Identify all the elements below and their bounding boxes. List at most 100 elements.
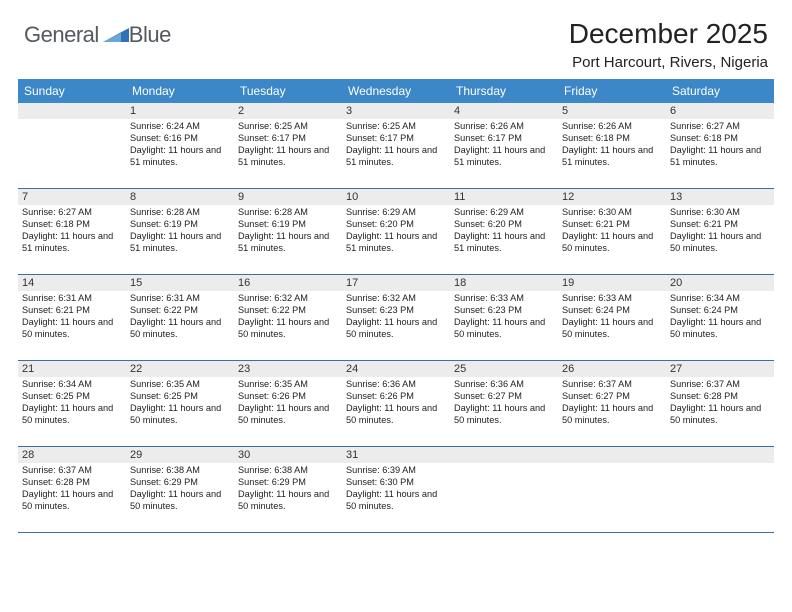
daylight-line: Daylight: 11 hours and 50 minutes. bbox=[562, 231, 662, 255]
day-number: 7 bbox=[18, 189, 126, 205]
day-details: Sunrise: 6:35 AMSunset: 6:26 PMDaylight:… bbox=[234, 377, 342, 431]
sunrise-line: Sunrise: 6:31 AM bbox=[130, 293, 230, 305]
day-number: 21 bbox=[18, 361, 126, 377]
calendar-cell-empty bbox=[450, 447, 558, 533]
day-details: Sunrise: 6:27 AMSunset: 6:18 PMDaylight:… bbox=[18, 205, 126, 259]
day-details: Sunrise: 6:26 AMSunset: 6:18 PMDaylight:… bbox=[558, 119, 666, 173]
sunrise-line: Sunrise: 6:25 AM bbox=[238, 121, 338, 133]
day-details: Sunrise: 6:33 AMSunset: 6:23 PMDaylight:… bbox=[450, 291, 558, 345]
day-details: Sunrise: 6:28 AMSunset: 6:19 PMDaylight:… bbox=[126, 205, 234, 259]
sunset-line: Sunset: 6:26 PM bbox=[238, 391, 338, 403]
daylight-line: Daylight: 11 hours and 50 minutes. bbox=[130, 317, 230, 341]
day-number: 18 bbox=[450, 275, 558, 291]
calendar-grid: SundayMondayTuesdayWednesdayThursdayFrid… bbox=[0, 79, 792, 533]
daylight-line: Daylight: 11 hours and 50 minutes. bbox=[454, 403, 554, 427]
location-text: Port Harcourt, Rivers, Nigeria bbox=[569, 54, 768, 71]
calendar-cell: 28 Sunrise: 6:37 AMSunset: 6:28 PMDayligh… bbox=[18, 447, 126, 533]
day-details: Sunrise: 6:38 AMSunset: 6:29 PMDaylight:… bbox=[234, 463, 342, 517]
header: General Blue December 2025 Port Harcourt… bbox=[0, 0, 792, 79]
day-details: Sunrise: 6:37 AMSunset: 6:28 PMDaylight:… bbox=[666, 377, 774, 431]
calendar-cell: 8Sunrise: 6:28 AMSunset: 6:19 PMDaylight… bbox=[126, 189, 234, 275]
day-number: 26 bbox=[558, 361, 666, 377]
sunset-line: Sunset: 6:28 PM bbox=[22, 477, 122, 489]
calendar-cell: 10Sunrise: 6:29 AMSunset: 6:20 PMDayligh… bbox=[342, 189, 450, 275]
day-number: 24 bbox=[342, 361, 450, 377]
calendar-cell: 7Sunrise: 6:27 AMSunset: 6:18 PMDaylight… bbox=[18, 189, 126, 275]
sunset-line: Sunset: 6:30 PM bbox=[346, 477, 446, 489]
daylight-line: Daylight: 11 hours and 51 minutes. bbox=[454, 145, 554, 169]
sunset-line: Sunset: 6:29 PM bbox=[238, 477, 338, 489]
daylight-line: Daylight: 11 hours and 51 minutes. bbox=[454, 231, 554, 255]
sunrise-line: Sunrise: 6:30 AM bbox=[670, 207, 770, 219]
sunset-line: Sunset: 6:22 PM bbox=[130, 305, 230, 317]
sunset-line: Sunset: 6:24 PM bbox=[562, 305, 662, 317]
day-details: Sunrise: 6:29 AMSunset: 6:20 PMDaylight:… bbox=[342, 205, 450, 259]
sunset-line: Sunset: 6:18 PM bbox=[22, 219, 122, 231]
calendar-cell: 24Sunrise: 6:36 AMSunset: 6:26 PMDayligh… bbox=[342, 361, 450, 447]
sunset-line: Sunset: 6:23 PM bbox=[346, 305, 446, 317]
day-number: 20 bbox=[666, 275, 774, 291]
daylight-line: Daylight: 11 hours and 50 minutes. bbox=[346, 489, 446, 513]
title-area: December 2025 Port Harcourt, Rivers, Nig… bbox=[569, 18, 768, 71]
calendar-cell: 17Sunrise: 6:32 AMSunset: 6:23 PMDayligh… bbox=[342, 275, 450, 361]
calendar-cell: 14Sunrise: 6:31 AMSunset: 6:21 PMDayligh… bbox=[18, 275, 126, 361]
day-number: 6 bbox=[666, 103, 774, 119]
day-number: 9 bbox=[234, 189, 342, 205]
calendar-cell: 4Sunrise: 6:26 AMSunset: 6:17 PMDaylight… bbox=[450, 103, 558, 189]
sunrise-line: Sunrise: 6:29 AM bbox=[454, 207, 554, 219]
sunrise-line: Sunrise: 6:27 AM bbox=[22, 207, 122, 219]
day-details: Sunrise: 6:36 AMSunset: 6:27 PMDaylight:… bbox=[450, 377, 558, 431]
sunrise-line: Sunrise: 6:30 AM bbox=[562, 207, 662, 219]
sunset-line: Sunset: 6:27 PM bbox=[454, 391, 554, 403]
sunset-line: Sunset: 6:25 PM bbox=[130, 391, 230, 403]
calendar-cell: 16Sunrise: 6:32 AMSunset: 6:22 PMDayligh… bbox=[234, 275, 342, 361]
calendar-cell: 5Sunrise: 6:26 AMSunset: 6:18 PMDaylight… bbox=[558, 103, 666, 189]
day-of-week-header: Wednesday bbox=[342, 79, 450, 103]
daylight-line: Daylight: 11 hours and 50 minutes. bbox=[22, 489, 122, 513]
calendar-cell: 2Sunrise: 6:25 AMSunset: 6:17 PMDaylight… bbox=[234, 103, 342, 189]
day-details: Sunrise: 6:24 AMSunset: 6:16 PMDaylight:… bbox=[126, 119, 234, 173]
daylight-line: Daylight: 11 hours and 50 minutes. bbox=[670, 317, 770, 341]
day-number: 19 bbox=[558, 275, 666, 291]
day-number: 14 bbox=[18, 275, 126, 291]
day-number: 28 bbox=[18, 447, 126, 463]
day-details: Sunrise: 6:32 AMSunset: 6:23 PMDaylight:… bbox=[342, 291, 450, 345]
sunrise-line: Sunrise: 6:38 AM bbox=[238, 465, 338, 477]
day-details: Sunrise: 6:39 AMSunset: 6:30 PMDaylight:… bbox=[342, 463, 450, 517]
day-of-week-header: Thursday bbox=[450, 79, 558, 103]
sunset-line: Sunset: 6:24 PM bbox=[670, 305, 770, 317]
sunrise-line: Sunrise: 6:34 AM bbox=[670, 293, 770, 305]
sunrise-line: Sunrise: 6:29 AM bbox=[346, 207, 446, 219]
day-number-bar bbox=[450, 447, 558, 463]
day-details: Sunrise: 6:38 AMSunset: 6:29 PMDaylight:… bbox=[126, 463, 234, 517]
sunrise-line: Sunrise: 6:36 AM bbox=[454, 379, 554, 391]
sunrise-line: Sunrise: 6:33 AM bbox=[454, 293, 554, 305]
sunrise-line: Sunrise: 6:27 AM bbox=[670, 121, 770, 133]
day-number: 16 bbox=[234, 275, 342, 291]
sunrise-line: Sunrise: 6:37 AM bbox=[22, 465, 122, 477]
daylight-line: Daylight: 11 hours and 50 minutes. bbox=[454, 317, 554, 341]
day-details: Sunrise: 6:31 AMSunset: 6:21 PMDaylight:… bbox=[18, 291, 126, 345]
calendar-cell: 26Sunrise: 6:37 AMSunset: 6:27 PMDayligh… bbox=[558, 361, 666, 447]
sunrise-line: Sunrise: 6:26 AM bbox=[454, 121, 554, 133]
daylight-line: Daylight: 11 hours and 51 minutes. bbox=[670, 145, 770, 169]
day-details: Sunrise: 6:34 AMSunset: 6:24 PMDaylight:… bbox=[666, 291, 774, 345]
sunrise-line: Sunrise: 6:28 AM bbox=[238, 207, 338, 219]
calendar-cell-empty bbox=[18, 103, 126, 189]
day-details: Sunrise: 6:31 AMSunset: 6:22 PMDaylight:… bbox=[126, 291, 234, 345]
calendar-cell: 29Sunrise: 6:38 AMSunset: 6:29 PMDayligh… bbox=[126, 447, 234, 533]
calendar-cell: 25Sunrise: 6:36 AMSunset: 6:27 PMDayligh… bbox=[450, 361, 558, 447]
calendar-cell: 27Sunrise: 6:37 AMSunset: 6:28 PMDayligh… bbox=[666, 361, 774, 447]
sunrise-line: Sunrise: 6:37 AM bbox=[670, 379, 770, 391]
sunset-line: Sunset: 6:19 PM bbox=[238, 219, 338, 231]
logo: General Blue bbox=[24, 18, 171, 48]
sunset-line: Sunset: 6:17 PM bbox=[454, 133, 554, 145]
daylight-line: Daylight: 11 hours and 50 minutes. bbox=[238, 403, 338, 427]
calendar-cell: 12Sunrise: 6:30 AMSunset: 6:21 PMDayligh… bbox=[558, 189, 666, 275]
daylight-line: Daylight: 11 hours and 51 minutes. bbox=[130, 231, 230, 255]
day-number: 11 bbox=[450, 189, 558, 205]
sunset-line: Sunset: 6:21 PM bbox=[670, 219, 770, 231]
day-number-bar bbox=[18, 103, 126, 119]
sunrise-line: Sunrise: 6:38 AM bbox=[130, 465, 230, 477]
calendar-cell: 13Sunrise: 6:30 AMSunset: 6:21 PMDayligh… bbox=[666, 189, 774, 275]
